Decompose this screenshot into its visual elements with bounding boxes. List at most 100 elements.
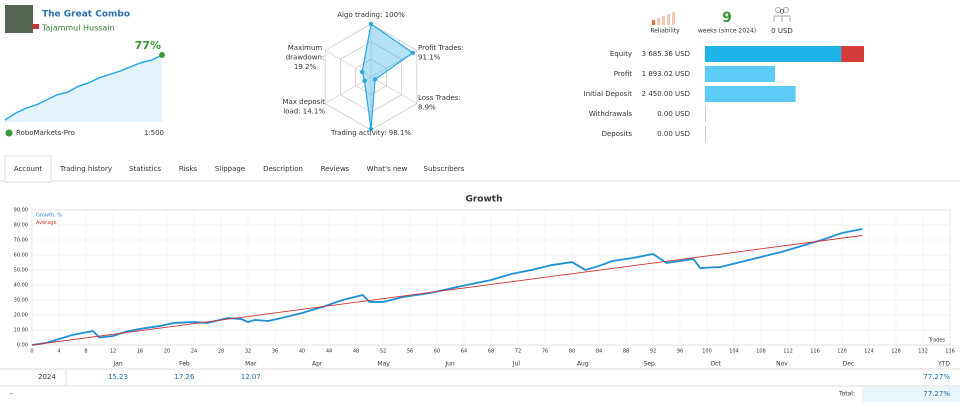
tab[interactable]: Reviews [321, 165, 350, 173]
radar-label: Max deposit [282, 98, 325, 106]
y-tick-label: 40.00 [14, 283, 28, 289]
subscribers: 0 [780, 8, 784, 16]
total-value: 77.27% [923, 390, 950, 398]
x-tick-label: 112 [783, 349, 793, 355]
spark-line [4, 54, 163, 121]
broker[interactable]: RoboMarkets-Pro [16, 129, 75, 137]
radar-label: 91.1% [418, 54, 441, 62]
radar-point [410, 50, 416, 56]
radar-point [372, 77, 378, 82]
balance-bar [705, 106, 706, 122]
x-tick-label: 64 [461, 349, 467, 355]
tab[interactable]: Account [14, 165, 43, 173]
y-tick-label: 60.00 [14, 253, 28, 259]
tab[interactable]: Risks [179, 165, 198, 173]
month-label: Feb [179, 361, 190, 368]
balance-name: Profit [614, 70, 633, 78]
y-tick-label: 20.00 [14, 313, 28, 319]
y-tick-label: 10.00 [14, 328, 28, 334]
total-cell [862, 387, 960, 402]
month-label: Nov [776, 361, 788, 368]
radar-label: load: 14.1% [283, 108, 325, 116]
spark-area [5, 55, 162, 122]
balance-name: Initial Deposit [584, 90, 633, 98]
month-label: May [377, 361, 390, 368]
radar-point [368, 21, 374, 27]
weeks-label: weeks (since 2024) [698, 28, 756, 35]
month-label: Dec [843, 361, 855, 368]
balance-bar [705, 46, 842, 62]
balance-bar [705, 126, 706, 142]
x-tick-label: 36 [272, 349, 278, 355]
x-tick-label: 60 [434, 349, 440, 355]
tab[interactable]: Trading history [59, 165, 112, 173]
funds: 0 USD [771, 27, 793, 35]
x-tick-label: 4 [57, 349, 60, 355]
growth-value: 77% [135, 39, 161, 52]
y-tick-label: 70.00 [14, 238, 28, 244]
verified-icon [5, 129, 13, 137]
month-label: Jan [112, 361, 122, 368]
x-tick-label: 116 [810, 349, 820, 355]
y-tick-label: 50.00 [14, 268, 28, 274]
tab[interactable]: What's new [367, 165, 408, 173]
reliability-icon [652, 12, 675, 25]
signal-title[interactable]: The Great Combo [42, 10, 130, 20]
balance-value: 2 450.00 USD [642, 90, 690, 98]
x-tick-label: 72 [515, 349, 521, 355]
y-tick-label: 80.00 [14, 223, 28, 229]
month-label: Aug [577, 361, 589, 368]
ytd-header: YTD [937, 361, 950, 368]
month-return: 17.26 [174, 373, 195, 381]
month-label: Jul [512, 361, 521, 368]
radar-label: Algo trading: 100% [337, 11, 405, 19]
x-tick-label: 136 [945, 349, 955, 355]
x-tick-label: 48 [353, 349, 359, 355]
equity-extra [840, 46, 864, 62]
radar-area [361, 22, 414, 130]
x-tick-label: 44 [326, 349, 332, 355]
tab[interactable]: Description [263, 165, 303, 173]
active-tab [4, 155, 52, 183]
year: 2024 [38, 373, 56, 381]
author[interactable]: Tajammul Hussain [41, 24, 115, 33]
radar-spoke [370, 76, 418, 104]
x-tick-label: 128 [891, 349, 901, 355]
month-label: Oct [710, 361, 721, 368]
radar-point [368, 126, 374, 132]
month-label: Apr [312, 361, 323, 368]
series-line [31, 235, 863, 346]
month-label: Jun [444, 361, 455, 368]
x-tick-label: 12 [110, 349, 116, 355]
balance-name: Deposits [602, 130, 633, 138]
reliability-label: Reliability [650, 28, 680, 35]
ytd-value: 77.27% [923, 373, 950, 381]
total-label: Total: [838, 391, 855, 398]
legend-entry: Average [36, 220, 57, 226]
x-tick-label: 20 [164, 349, 170, 355]
radar-label: drawdown: [286, 54, 325, 62]
x-tick-label: 24 [191, 349, 197, 355]
x-tick-label: 88 [623, 349, 629, 355]
x-tick-label: 56 [407, 349, 413, 355]
radar-point [362, 78, 367, 83]
radar-label: Trading activity: 98.1% [330, 129, 411, 137]
spark-end [159, 52, 165, 58]
x-tick-label: 108 [756, 349, 766, 355]
radar-label: 19.2% [294, 63, 317, 71]
balance-name: Withdrawals [589, 110, 632, 118]
balance-value: 1 893.02 USD [642, 70, 690, 78]
month-return: 12.07 [241, 373, 261, 381]
y-tick-label: 30.00 [14, 298, 28, 304]
tab[interactable]: Subscribers [424, 165, 465, 173]
x-tick-label: 104 [729, 349, 739, 355]
x-tick-label: 84 [596, 349, 602, 355]
x-tick-label: 132 [918, 349, 928, 355]
x-tick-label: 28 [218, 349, 224, 355]
tab[interactable]: Statistics [129, 165, 161, 173]
series-line [31, 228, 863, 346]
balance-name: Equity [610, 50, 632, 58]
tab[interactable]: Slippage [215, 165, 245, 173]
x-tick-label: 0 [30, 349, 33, 355]
